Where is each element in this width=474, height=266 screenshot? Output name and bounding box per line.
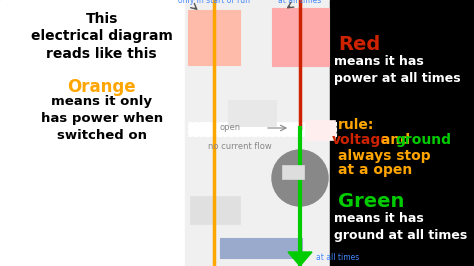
Bar <box>188 122 336 136</box>
Bar <box>185 0 380 266</box>
Text: means it only
has power when
switched on: means it only has power when switched on <box>41 95 163 142</box>
Text: only in start or run: only in start or run <box>178 0 250 5</box>
Text: and: and <box>376 133 415 147</box>
Polygon shape <box>288 252 312 266</box>
Bar <box>220 238 302 258</box>
Text: no current flow: no current flow <box>208 142 272 151</box>
Bar <box>282 165 304 179</box>
Text: Red: Red <box>338 35 380 54</box>
Text: means it has
power at all times: means it has power at all times <box>334 55 461 85</box>
Circle shape <box>272 150 328 206</box>
Text: ground: ground <box>395 133 451 147</box>
Bar <box>0 0 185 266</box>
Bar <box>272 8 329 66</box>
Bar <box>228 100 276 126</box>
Text: open: open <box>219 123 241 132</box>
Text: Green: Green <box>338 192 404 211</box>
Bar <box>330 0 474 266</box>
Text: voltage: voltage <box>332 133 391 147</box>
Bar <box>190 196 240 224</box>
Text: means it has
ground at all times: means it has ground at all times <box>334 212 467 242</box>
Bar <box>305 120 335 140</box>
Text: at all times: at all times <box>278 0 322 5</box>
Bar <box>188 10 240 65</box>
Text: Orange: Orange <box>67 78 136 96</box>
Text: rule:: rule: <box>338 118 374 132</box>
Text: at all times: at all times <box>316 253 359 263</box>
Text: at a open: at a open <box>338 163 412 177</box>
Text: This
electrical diagram
reads like this: This electrical diagram reads like this <box>31 12 173 61</box>
Text: always stop: always stop <box>338 149 430 163</box>
